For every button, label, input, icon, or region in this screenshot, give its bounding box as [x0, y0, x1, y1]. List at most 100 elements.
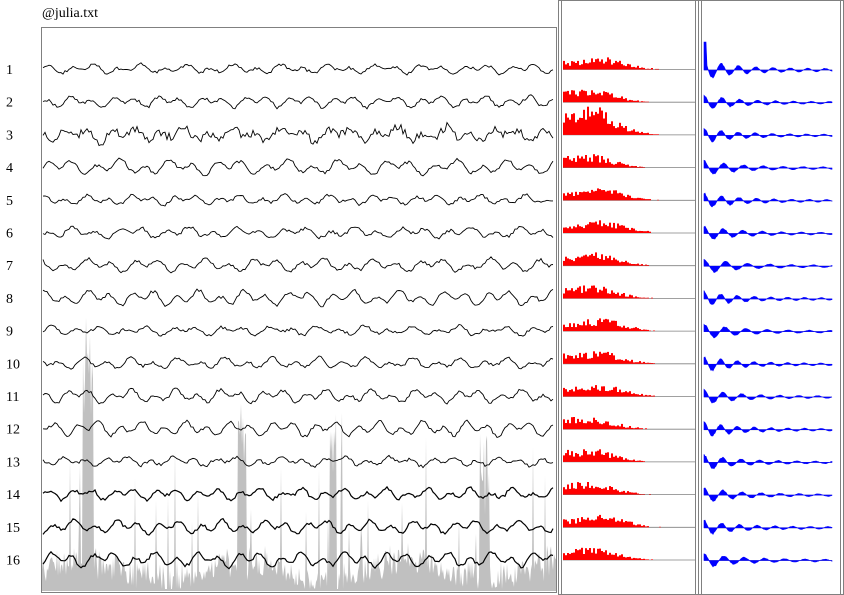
- spectrum-bar: [623, 293, 625, 299]
- spectrum-bar: [613, 554, 615, 560]
- spectrum-bar: [595, 420, 597, 430]
- spectrum-bar: [629, 263, 631, 266]
- spectrum-bar: [629, 556, 631, 560]
- spectrum-bar: [567, 327, 569, 332]
- spectrum-bar: [607, 123, 609, 135]
- spectrum-bar: [575, 549, 577, 560]
- spectrum-bar: [631, 492, 633, 495]
- spectrum-bar: [611, 193, 613, 201]
- spectrum-bar: [581, 388, 583, 397]
- spectrum-bar: [639, 524, 641, 528]
- spectrum-bar: [595, 287, 597, 299]
- spectrum-bar: [603, 319, 605, 332]
- spectrum-bar: [597, 487, 599, 495]
- spectrum-bar: [615, 128, 617, 135]
- spectrum-bar: [635, 67, 637, 70]
- spectrum-bar: [587, 256, 589, 266]
- spectrum-bar: [601, 454, 603, 462]
- channel-label: 16: [6, 554, 20, 569]
- spectrum-bar: [605, 452, 607, 462]
- spectrum-bar: [573, 323, 575, 332]
- spectrum-bar: [567, 63, 569, 70]
- spectrum-bar: [623, 195, 625, 201]
- spectrum-bar: [575, 488, 577, 495]
- spectrum-bar: [585, 451, 587, 462]
- spectrum-bar: [563, 157, 565, 168]
- spectrum-bar: [643, 265, 645, 266]
- spectrum-bar: [579, 117, 581, 135]
- spectrum-bar: [641, 166, 643, 168]
- spectrum-bar: [647, 132, 649, 135]
- spectrum-bar: [567, 117, 569, 135]
- spectrum-bar: [645, 526, 647, 528]
- spectrum-bar: [619, 426, 621, 430]
- spectrum-bar: [615, 386, 617, 397]
- spectrum-bar: [579, 325, 581, 332]
- spectrum-bar: [593, 222, 595, 233]
- spectrum-bar: [587, 106, 589, 135]
- spectrum-bar: [581, 547, 583, 560]
- spectrum-bar: [571, 417, 573, 430]
- spectrum-bar: [571, 288, 573, 299]
- spectrum-bar: [567, 192, 569, 201]
- spectrum-bar: [647, 395, 649, 397]
- spectrum-bar: [605, 256, 607, 266]
- spectrum-bar: [633, 327, 635, 332]
- spectrum-bar: [639, 297, 641, 299]
- channel-trace: [42, 157, 554, 177]
- spectrum-bar: [575, 122, 577, 135]
- spectrum-bar: [585, 155, 587, 168]
- spectrum-bar: [571, 356, 573, 364]
- spectrum-bar: [647, 199, 649, 201]
- spectrum-bar: [631, 460, 633, 462]
- spectrum-bar: [621, 359, 623, 364]
- spectrum-bar: [629, 492, 631, 495]
- spectrum-bar: [563, 455, 565, 462]
- spectrum-bar: [625, 66, 627, 70]
- spectrum-bar: [641, 393, 643, 397]
- spectrum-bar: [577, 256, 579, 266]
- spectrum-bar: [585, 91, 587, 103]
- spectrum-bar: [599, 92, 601, 103]
- spectrum-bar: [609, 222, 611, 233]
- spectrum-bar: [655, 68, 657, 70]
- spectrum-bar: [593, 115, 595, 135]
- spectrum-bar: [571, 160, 573, 168]
- spectrum-bar: [591, 253, 593, 266]
- spectrum-bar: [607, 258, 609, 266]
- spectrum-bar: [617, 556, 619, 560]
- correlation-area: [703, 127, 833, 143]
- correlation-area: [703, 159, 833, 175]
- correlation-area: [703, 225, 833, 240]
- correlation-area: [703, 41, 833, 79]
- spectrum-bar: [609, 293, 611, 299]
- spectrum-bar: [631, 67, 633, 70]
- spectrum-bar: [585, 119, 587, 135]
- spectrum-bar: [597, 516, 599, 528]
- spectrum-bar: [599, 61, 601, 70]
- spectrum-bar: [593, 285, 595, 299]
- spectrum-bar: [597, 356, 599, 364]
- spectrum-bar: [565, 227, 567, 233]
- spectrum-bar: [633, 524, 635, 528]
- spectrum-bar: [589, 255, 591, 266]
- spectrum-bar: [601, 551, 603, 560]
- spectrum-bar: [613, 387, 615, 397]
- spectrum-bar: [569, 455, 571, 462]
- spectrum-bar: [595, 353, 597, 364]
- spectrum-bar: [641, 362, 643, 364]
- spectrum-bar: [579, 456, 581, 462]
- spectrum-bar: [629, 64, 631, 70]
- spectrum-bar: [603, 552, 605, 560]
- spectrum-bar: [575, 258, 577, 266]
- spectrum-bar: [571, 259, 573, 266]
- spectrum-bar: [595, 111, 597, 135]
- correlation-area: [703, 290, 833, 305]
- spectrum-bar: [595, 519, 597, 528]
- channel-trace: [42, 94, 554, 110]
- spectrum-bar: [577, 518, 579, 528]
- spectrum-bar: [591, 451, 593, 462]
- spectrum-bar: [583, 321, 585, 332]
- spectrum-bar: [611, 320, 613, 332]
- spectrum-bar: [607, 490, 609, 495]
